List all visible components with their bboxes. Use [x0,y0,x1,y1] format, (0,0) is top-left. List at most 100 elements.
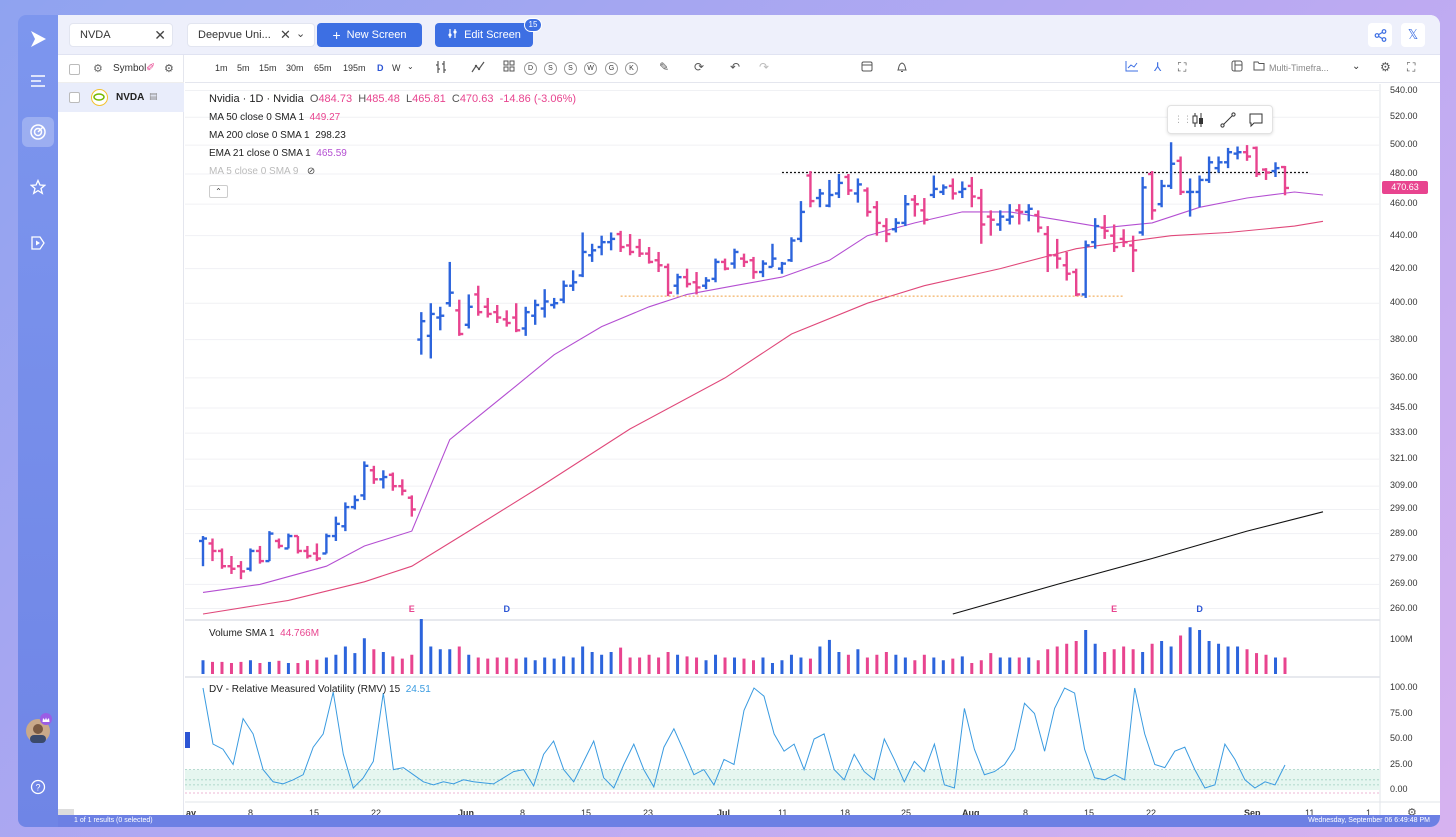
calendar-icon[interactable] [861,60,873,75]
undo-icon[interactable]: ↶ [730,60,741,74]
ohlc-bar [768,243,777,269]
toolbar-circle-button[interactable]: W [584,62,597,75]
folder-icon[interactable] [1253,60,1265,74]
interval-chevron-icon[interactable]: ⌄ [407,62,414,71]
replay-play-icon[interactable] [26,231,50,255]
symbol-tab[interactable]: NVDA ✕ [69,23,173,47]
close-icon[interactable]: ✕ [154,27,166,43]
study-legend-ma50[interactable]: MA 50 close 0 SMA 1 449.27 [209,112,340,123]
collapse-legend-button[interactable]: ⌃ [209,185,228,198]
layout-grid-icon[interactable] [503,60,515,75]
chevron-down-icon[interactable]: ⌄ [296,28,306,40]
volume-bar [761,657,765,674]
interval-30m[interactable]: 30m [286,63,304,73]
deepvue-logo-icon[interactable] [26,27,50,51]
crosshair-icon[interactable]: ⅄ [1154,60,1162,74]
top-bar: NVDA ✕ Deepvue Uni... ✕ ⌄ + New Screen E… [58,15,1440,55]
study-legend-ema21[interactable]: EMA 21 close 0 SMA 1 465.59 [209,148,347,159]
price-tick-label: 400.00 [1390,297,1418,308]
layout-selector[interactable]: Multi-Timefra... [1269,63,1329,73]
study-legend-ma200[interactable]: MA 200 close 0 SMA 1 298.23 [209,130,346,141]
study-value: 465.59 [316,148,347,159]
scrollbar[interactable] [58,809,74,815]
sliders-icon [447,28,458,42]
ohlc-bar [1081,240,1090,298]
screener-radar-icon[interactable] [22,117,54,147]
close-icon[interactable]: ✕ [280,27,291,42]
nvda-logo-icon [91,89,108,106]
ohlc-bar [1138,176,1147,236]
toolbar-circle-button[interactable]: D [524,62,537,75]
redo-icon[interactable]: ↷ [759,60,770,74]
drag-handle-icon[interactable]: ⋮⋮ [1174,114,1192,124]
toolbar-circle-button[interactable]: K [625,62,638,75]
ohlc-bar [1072,268,1081,297]
refresh-icon[interactable]: ⟳ [694,60,705,74]
x-social-icon[interactable]: 𝕏 [1401,23,1425,47]
price-tick-label: 279.00 [1390,552,1418,563]
event-marker: D [503,604,510,614]
column-settings-gear-icon[interactable]: ⚙ [164,63,174,75]
panel-layout-icon[interactable] [1231,60,1243,75]
interval-1m[interactable]: 1m [215,63,228,73]
toolbar-circle-button[interactable]: S [544,62,557,75]
ohlc-bar [986,210,995,236]
new-screen-button[interactable]: + New Screen [317,23,422,47]
symbol-tab-label: NVDA [80,29,111,41]
study-label: MA 5 close 0 SMA 9 [209,166,299,177]
watchlist-star-icon[interactable] [26,175,50,199]
bar-style-icon[interactable] [435,60,447,77]
help-icon[interactable]: ? [26,775,50,799]
interval-w[interactable]: W [392,63,401,73]
toolbar-circle-button[interactable]: G [605,62,618,75]
ohlc-bar [958,181,967,199]
volume-bar [600,654,604,674]
row-checkbox[interactable] [69,92,80,103]
settings-gear-icon[interactable]: ⚙ [1380,60,1391,74]
user-avatar[interactable] [26,719,50,743]
study-legend-ma5[interactable]: MA 5 close 0 SMA 9 ⊘ [209,166,315,177]
price-tick-label: 520.00 [1390,111,1418,122]
share-icon[interactable] [1368,23,1392,47]
comment-tool-icon[interactable] [1248,112,1264,133]
bell-icon[interactable] [896,60,908,76]
time-axis-settings-icon[interactable]: ⚙ [1407,807,1417,819]
hidden-eye-icon[interactable]: ⊘ [301,166,316,177]
ohlc-bar [1005,204,1014,225]
rmv-legend[interactable]: DV - Relative Measured Volatility (RMV) … [209,684,431,695]
volume-bar [704,660,708,674]
ohlc-bar [834,174,843,199]
interval-d[interactable]: D [377,63,384,73]
candle-tool-icon[interactable] [1190,112,1206,133]
ma50-path [202,220,1324,615]
pin-icon[interactable]: ✐ [146,62,156,74]
chevron-down-icon[interactable]: ⌄ [1352,61,1361,72]
ohlc-bar [1233,146,1242,160]
list-item[interactable]: NVDA ▤ [58,83,184,112]
trendline-tool-icon[interactable] [1220,112,1236,133]
ohlc-bar [350,495,359,510]
volume-legend[interactable]: Volume SMA 1 44.766M [209,628,319,639]
ohlc-bar [1186,178,1195,217]
ohlc-bar [796,201,805,243]
indicators-icon[interactable] [471,60,485,77]
menu-icon[interactable] [26,69,50,93]
interval-195m[interactable]: 195m [343,63,366,73]
ohlc-bar [711,258,720,283]
universe-tab[interactable]: Deepvue Uni... ✕ ⌄ [187,23,315,47]
eraser-icon[interactable]: ✎ [659,60,670,74]
interval-5m[interactable]: 5m [237,63,250,73]
edit-screen-button[interactable]: Edit Screen [435,23,533,47]
fullscreen-icon[interactable]: ⛶ [1178,60,1187,74]
chart-area[interactable]: E D E D Nvidia · 1D · Nvidia O484.73 H485.4… [185,84,1440,819]
select-all-checkbox[interactable] [69,64,80,75]
symbol-column-header[interactable]: Symbol [113,63,147,74]
expand-icon[interactable]: ⛶ [1407,60,1416,74]
gear-icon[interactable]: ⚙ [93,63,103,75]
interval-15m[interactable]: 15m [259,63,277,73]
interval-65m[interactable]: 65m [314,63,332,73]
ohlc-bar [635,238,644,257]
toolbar-circle-button[interactable]: S [564,62,577,75]
chart-type-icon[interactable] [1125,60,1139,75]
